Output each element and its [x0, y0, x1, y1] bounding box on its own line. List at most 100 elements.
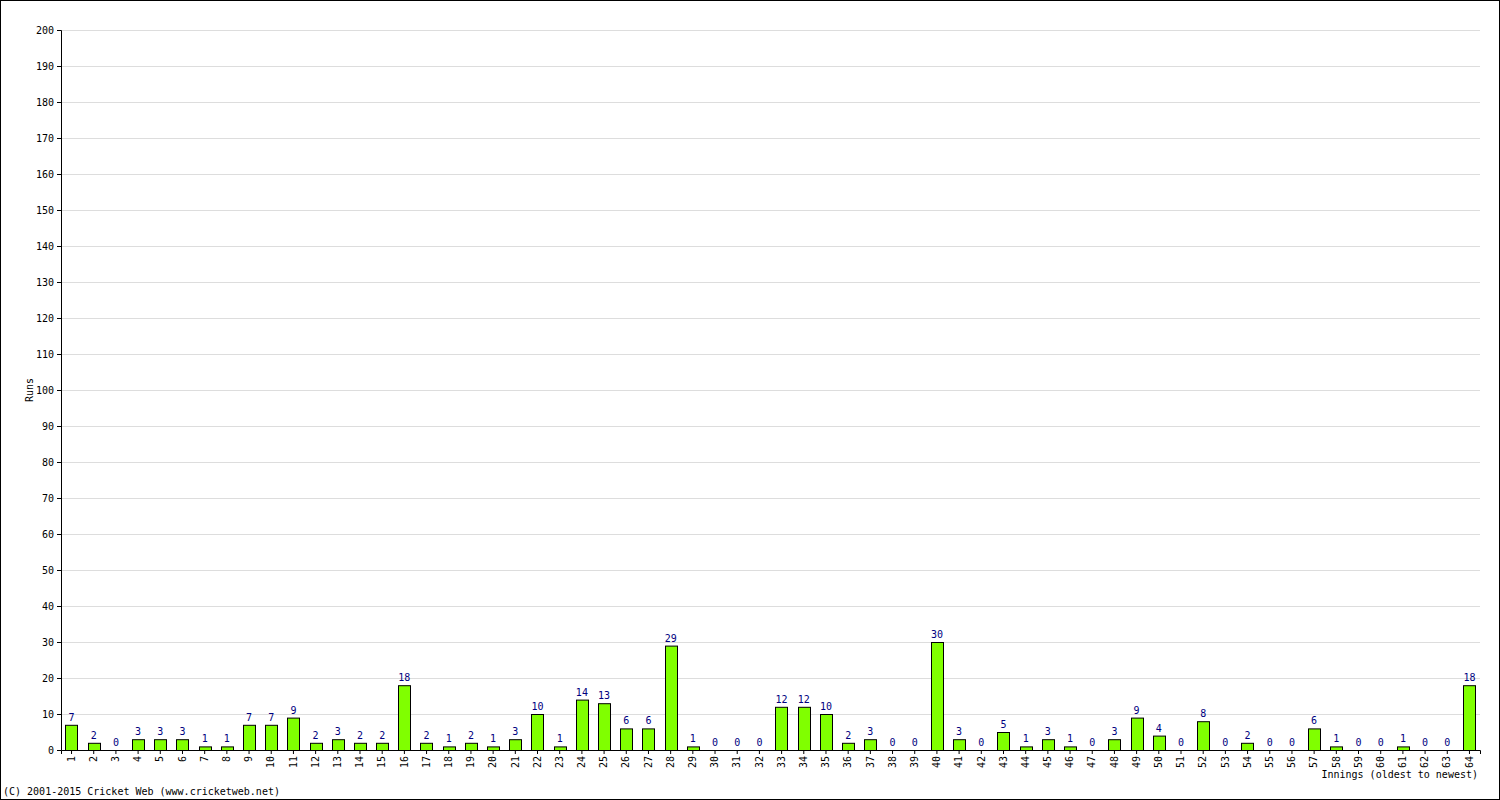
y-tick-label: 110 — [36, 349, 54, 360]
x-tick-label: 51 — [1175, 756, 1186, 768]
x-tick-label: 4 — [132, 756, 143, 762]
x-tick-label: 59 — [1353, 756, 1364, 768]
x-tick: 10 — [265, 750, 276, 768]
x-tick-mark — [470, 750, 471, 754]
data-label: 7 — [246, 712, 252, 723]
grid-line — [61, 678, 1480, 679]
y-tick-label: 140 — [36, 241, 54, 252]
x-tick-mark — [1402, 750, 1403, 754]
bar — [377, 743, 389, 750]
x-tick-mark — [1070, 750, 1071, 754]
bar — [1065, 747, 1077, 750]
y-tick-label: 70 — [42, 493, 54, 504]
x-tick: 45 — [1042, 750, 1053, 768]
x-tick: 60 — [1375, 750, 1386, 768]
x-tick: 51 — [1175, 750, 1186, 768]
x-tick-label: 44 — [1020, 756, 1031, 768]
x-tick: 25 — [598, 750, 609, 768]
data-label: 6 — [645, 715, 651, 726]
bar — [865, 740, 877, 750]
bar — [532, 715, 544, 751]
y-tick-mark — [57, 282, 61, 283]
data-label: 29 — [665, 633, 677, 644]
x-tick-label: 18 — [443, 756, 454, 768]
x-tick-label: 53 — [1220, 756, 1231, 768]
bar — [510, 740, 522, 750]
y-tick-label: 100 — [36, 385, 54, 396]
x-tick: 48 — [1109, 750, 1120, 768]
bar — [621, 729, 633, 750]
x-tick-mark — [1203, 750, 1204, 754]
y-tick: 170 — [36, 133, 61, 144]
x-tick-label: 31 — [731, 756, 742, 768]
data-label: 7 — [268, 712, 274, 723]
grid-line — [61, 354, 1480, 355]
y-tick-label: 90 — [42, 421, 54, 432]
data-label: 1 — [202, 733, 208, 744]
bar — [1331, 747, 1343, 750]
x-tick-label: 32 — [754, 756, 765, 768]
x-tick: 3 — [110, 750, 121, 762]
x-tick: 1 — [66, 750, 77, 762]
x-tick-mark — [825, 750, 826, 754]
bar — [155, 740, 167, 750]
data-label: 1 — [690, 733, 696, 744]
x-tick-mark — [803, 750, 804, 754]
x-tick-mark — [448, 750, 449, 754]
data-label: 7 — [69, 712, 75, 723]
data-label: 1 — [1400, 733, 1406, 744]
y-tick-mark — [57, 66, 61, 67]
y-tick: 0 — [48, 745, 61, 756]
y-tick-label: 160 — [36, 169, 54, 180]
y-tick: 10 — [42, 709, 61, 720]
data-label: 1 — [1067, 733, 1073, 744]
bar — [932, 643, 944, 751]
x-tick-mark — [337, 750, 338, 754]
x-tick-label: 41 — [953, 756, 964, 768]
bar — [1109, 740, 1121, 750]
bar — [821, 715, 833, 751]
grid-line — [61, 390, 1480, 391]
y-tick: 140 — [36, 241, 61, 252]
x-tick-label: 45 — [1042, 756, 1053, 768]
x-tick-mark — [1092, 750, 1093, 754]
x-tick-mark — [581, 750, 582, 754]
x-tick-mark — [1025, 750, 1026, 754]
bar — [177, 740, 189, 750]
x-tick-mark — [1469, 750, 1470, 754]
x-tick-mark — [204, 750, 205, 754]
x-tick-mark — [1336, 750, 1337, 754]
data-label: 9 — [290, 705, 296, 716]
y-tick-mark — [57, 534, 61, 535]
data-label: 10 — [531, 701, 543, 712]
x-tick-label: 11 — [288, 756, 299, 768]
y-tick-label: 190 — [36, 61, 54, 72]
x-tick-label: 34 — [798, 756, 809, 768]
x-tick-label: 12 — [310, 756, 321, 768]
x-tick-label: 33 — [776, 756, 787, 768]
data-label: 2 — [313, 730, 319, 741]
grid-line — [61, 570, 1480, 571]
grid-line — [61, 426, 1480, 427]
x-tick-mark — [892, 750, 893, 754]
x-tick-mark — [1114, 750, 1115, 754]
x-tick: 20 — [487, 750, 498, 768]
grid-line — [61, 534, 1480, 535]
data-label: 0 — [1355, 737, 1361, 748]
bar — [1132, 718, 1144, 750]
bar — [776, 707, 788, 750]
y-tick-label: 10 — [42, 709, 54, 720]
bar — [66, 725, 78, 750]
y-tick-mark — [57, 750, 61, 751]
x-tick: 11 — [288, 750, 299, 768]
x-tick-label: 46 — [1064, 756, 1075, 768]
x-tick: 17 — [421, 750, 432, 768]
x-tick-mark — [1003, 750, 1004, 754]
y-tick-mark — [57, 102, 61, 103]
data-label: 3 — [1045, 726, 1051, 737]
y-tick-label: 180 — [36, 97, 54, 108]
data-label: 1 — [446, 733, 452, 744]
bar — [399, 686, 411, 750]
bar — [133, 740, 145, 750]
x-tick-mark — [604, 750, 605, 754]
